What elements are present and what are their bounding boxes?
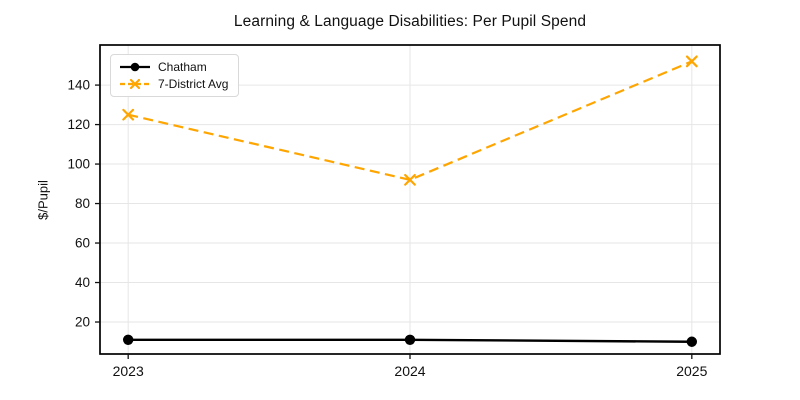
data-point-x <box>122 108 135 121</box>
x-tick-label: 2025 <box>676 363 707 379</box>
legend-item-chatham: Chatham <box>119 60 228 74</box>
x-tick-label: 2024 <box>394 363 425 379</box>
legend-label-chatham: Chatham <box>158 60 207 74</box>
data-point-x <box>685 55 698 68</box>
series-line-7-district-avg <box>127 60 693 182</box>
y-tick-label: 40 <box>75 275 90 290</box>
data-point-circle <box>404 334 416 345</box>
data-point-x <box>404 173 416 186</box>
legend-item-7-district-avg: 7-District Avg <box>119 77 228 91</box>
y-tick-label: 100 <box>67 157 90 172</box>
y-tick-label: 120 <box>67 117 90 132</box>
chatham-line-sample-icon <box>120 62 150 72</box>
y-tick-label: 140 <box>67 78 90 93</box>
legend: Chatham 7-District Avg <box>110 54 240 97</box>
data-point-circle <box>122 334 134 345</box>
y-tick-label: 60 <box>75 236 90 251</box>
avg-line-sample-icon <box>120 78 150 90</box>
data-point-circle <box>686 336 698 347</box>
y-tick-label: 80 <box>75 196 90 211</box>
y-tick-label: 20 <box>75 315 90 330</box>
x-tick-label: 2023 <box>113 363 144 379</box>
legend-label-7-district-avg: 7-District Avg <box>158 77 229 91</box>
chart-title: Learning & Language Disabilities: Per Pu… <box>233 13 587 30</box>
